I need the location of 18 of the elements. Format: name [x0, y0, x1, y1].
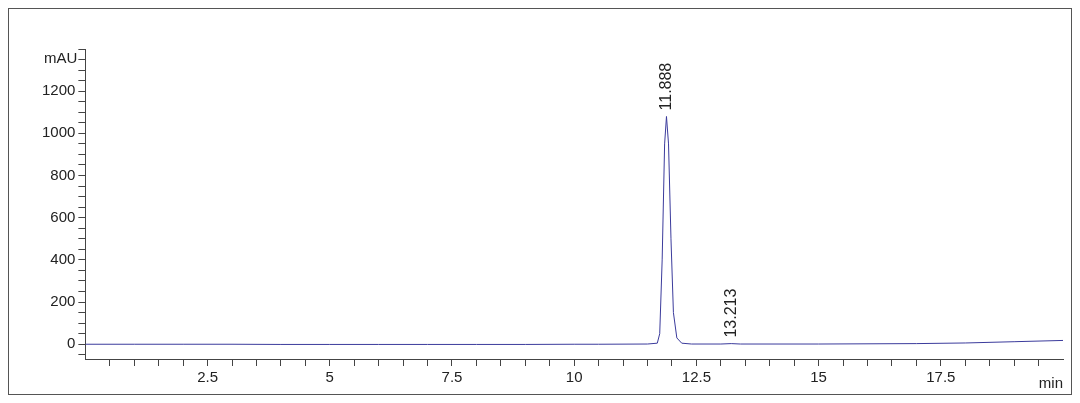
- y-tick-label: 0: [67, 334, 76, 352]
- y-tick-label: 1200: [41, 81, 76, 99]
- y-tick-label: 800: [50, 165, 76, 183]
- x-tick-label: 7.5: [441, 368, 463, 386]
- y-tick-label: 1000: [41, 123, 76, 141]
- y-axis-title: mAU: [44, 49, 78, 67]
- annotation: 13.213: [721, 288, 739, 338]
- x-axis-title: min: [1038, 373, 1063, 391]
- y-tick-label: 200: [50, 292, 76, 310]
- x-tick-label: 17.5: [926, 368, 956, 386]
- y-tick-label: 600: [50, 207, 76, 225]
- annotation: 11.888: [656, 62, 674, 111]
- x-tick-label: 2.5: [197, 368, 218, 386]
- x-tick-label: 15: [810, 368, 827, 386]
- y-tick-label: 400: [50, 250, 76, 268]
- x-tick-label: 10: [565, 368, 583, 386]
- x-tick-label: 5: [325, 368, 334, 386]
- x-tick-label: 12.5: [681, 368, 711, 386]
